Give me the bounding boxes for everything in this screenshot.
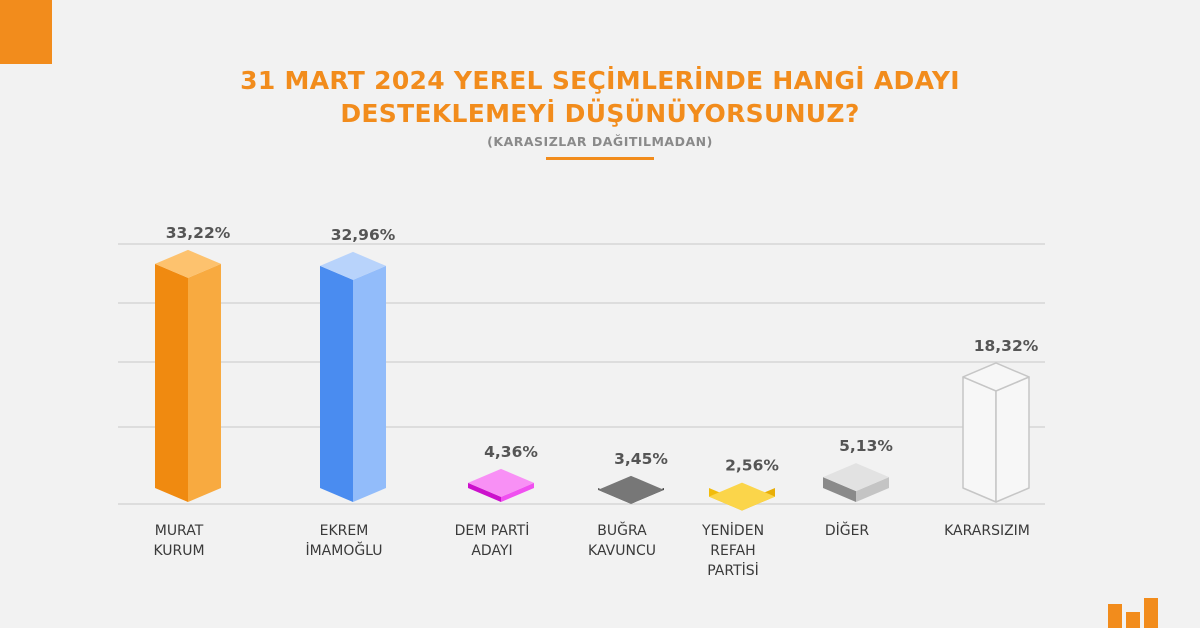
- title-block: 31 MART 2024 YEREL SEÇİMLERİNDE HANGİ AD…: [0, 64, 1200, 160]
- labels: 33,22% MURAT KURUM 32,96% EKREM İMAMOĞLU 4,36%…: [153, 224, 1038, 579]
- category-label-line: YENİDEN: [701, 521, 764, 539]
- category-label-line: KURUM: [153, 543, 204, 559]
- grid-lines: [118, 243, 1045, 505]
- category-label: KARARSIZIM: [944, 523, 1030, 539]
- chart-title-line-2: DESTEKLEMEYİ DÜŞÜNÜYORSUNUZ?: [340, 99, 860, 128]
- chart-subtitle: (KARASIZLAR DAĞITILMADAN): [487, 134, 713, 149]
- logo-bar-2: [1126, 612, 1140, 628]
- value-label: 5,13%: [839, 437, 893, 455]
- category-label-line: EKREM: [320, 523, 369, 539]
- logo-bar-3: [1144, 598, 1158, 628]
- category-label: EKREM İMAMOĞLU: [305, 523, 382, 559]
- bar-face-left: [962, 376, 997, 503]
- bar-face-right: [353, 265, 386, 502]
- bar-2: [320, 251, 386, 502]
- category-label-line: KARARSIZIM: [944, 523, 1030, 539]
- bar-top: [598, 475, 664, 504]
- bar-top: [709, 482, 775, 511]
- bar-1: [155, 249, 221, 502]
- value-label: 4,36%: [484, 443, 538, 461]
- bar-face-left: [320, 265, 353, 502]
- bar-4: [598, 475, 664, 504]
- chart-title-line-1: 31 MART 2024 YEREL SEÇİMLERİNDE HANGİ AD…: [240, 66, 960, 95]
- category-label: YENİDEN REFAH PARTİSİ: [701, 521, 764, 579]
- bar-face-left: [155, 263, 188, 502]
- bar-face-left: [468, 482, 501, 502]
- bar-top: [962, 362, 1030, 392]
- category-label-line: BUĞRA: [597, 521, 647, 539]
- bar-face-left: [823, 477, 856, 502]
- value-label: 18,32%: [974, 337, 1039, 355]
- category-label-line: KAVUNCU: [588, 543, 656, 559]
- category-label: DEM PARTİ ADAYI: [455, 521, 530, 559]
- bar-face-right: [856, 477, 889, 502]
- logo-bar-1: [1108, 604, 1122, 628]
- bar-top: [155, 249, 221, 278]
- value-label: 33,22%: [166, 224, 231, 242]
- category-label: BUĞRA KAVUNCU: [588, 521, 656, 559]
- value-label: 3,45%: [614, 450, 668, 468]
- category-label-line: İMAMOĞLU: [305, 541, 382, 559]
- category-label-line: MURAT: [155, 523, 204, 539]
- category-label-line: DİĞER: [825, 521, 870, 539]
- bar-5: [709, 482, 775, 511]
- bar-top: [823, 463, 889, 492]
- category-label-line: ADAYI: [471, 543, 512, 559]
- category-label-line: PARTİSİ: [707, 561, 759, 579]
- bar-6: [823, 463, 889, 502]
- bar-7: [962, 362, 1030, 503]
- value-label: 2,56%: [725, 457, 779, 475]
- category-label: DİĞER: [825, 521, 870, 539]
- logo-bars-icon: [1108, 598, 1158, 628]
- bar-top: [468, 468, 534, 497]
- category-label-line: DEM PARTİ: [455, 521, 530, 539]
- bar-face-right: [995, 376, 1030, 503]
- bar-face-right: [501, 482, 534, 502]
- title-underline: [546, 157, 654, 160]
- bar-top: [320, 251, 386, 280]
- value-label: 32,96%: [331, 226, 396, 244]
- bar-face-right: [188, 263, 221, 502]
- corner-accent-square: [0, 0, 52, 64]
- category-label-line: REFAH: [710, 543, 755, 559]
- bar-3: [468, 468, 534, 502]
- category-label: MURAT KURUM: [153, 523, 204, 559]
- bars: [155, 249, 1030, 511]
